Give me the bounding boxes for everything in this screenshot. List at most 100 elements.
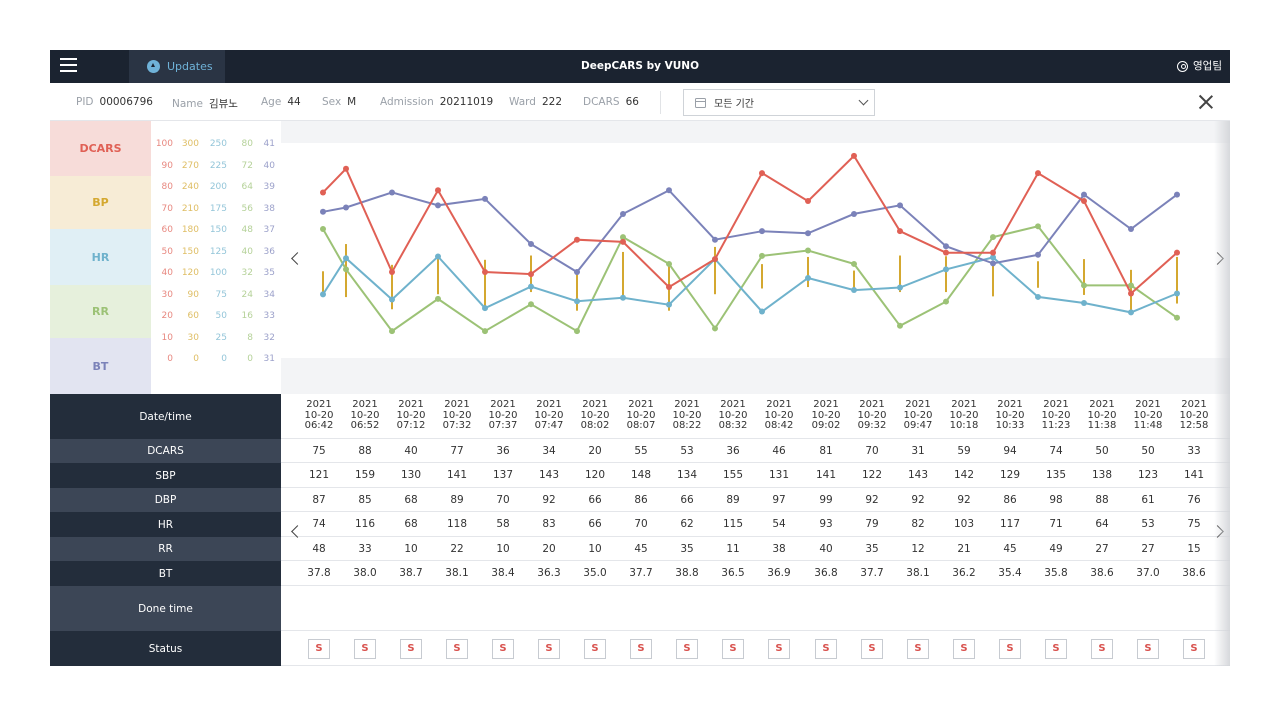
dcars-data-point[interactable] [712, 256, 718, 263]
bt-data-point[interactable] [435, 202, 441, 209]
hr-data-point[interactable] [990, 254, 996, 261]
rr-data-point[interactable] [805, 247, 811, 254]
dcars-data-point[interactable] [1081, 198, 1087, 205]
dcars-data-point[interactable] [897, 228, 903, 235]
hr-data-point[interactable] [620, 294, 626, 301]
status-badge[interactable]: S [308, 639, 330, 659]
dcars-data-point[interactable] [990, 249, 996, 256]
status-badge[interactable]: S [538, 639, 560, 659]
dcars-data-point[interactable] [528, 271, 534, 278]
hr-data-point[interactable] [1174, 290, 1180, 297]
rr-data-point[interactable] [1174, 314, 1180, 321]
bt-data-point[interactable] [620, 210, 626, 217]
bt-data-point[interactable] [897, 202, 903, 209]
rr-data-point[interactable] [1081, 282, 1087, 289]
period-select[interactable]: 모든 기간 [683, 89, 875, 116]
dcars-data-point[interactable] [320, 189, 326, 196]
dcars-data-point[interactable] [851, 152, 857, 159]
hr-data-point[interactable] [1128, 309, 1134, 316]
dcars-data-point[interactable] [805, 198, 811, 205]
hr-data-point[interactable] [805, 275, 811, 282]
status-badge[interactable]: S [492, 639, 514, 659]
rr-data-point[interactable] [435, 295, 441, 302]
hr-data-point[interactable] [1035, 293, 1041, 300]
legend-hr[interactable]: HR [50, 229, 151, 285]
rr-data-point[interactable] [990, 234, 996, 241]
rr-data-point[interactable] [943, 298, 949, 305]
hr-data-point[interactable] [389, 296, 395, 303]
hr-data-point[interactable] [482, 305, 488, 312]
dcars-data-point[interactable] [343, 165, 349, 172]
hr-data-point[interactable] [897, 284, 903, 291]
status-badge[interactable]: S [861, 639, 883, 659]
rr-data-point[interactable] [712, 325, 718, 332]
hr-data-point[interactable] [343, 255, 349, 262]
table-prev-arrow-icon[interactable] [290, 525, 302, 537]
status-badge[interactable]: S [953, 639, 975, 659]
bt-data-point[interactable] [320, 208, 326, 215]
bt-data-point[interactable] [805, 230, 811, 237]
status-badge[interactable]: S [768, 639, 790, 659]
dcars-data-point[interactable] [620, 238, 626, 245]
rr-data-point[interactable] [528, 301, 534, 308]
rr-data-point[interactable] [482, 328, 488, 335]
legend-dcars[interactable]: DCARS [50, 121, 151, 176]
hr-data-point[interactable] [1081, 299, 1087, 306]
legend-bp[interactable]: BP [50, 176, 151, 229]
bt-data-point[interactable] [712, 236, 718, 243]
dcars-data-point[interactable] [943, 249, 949, 256]
hr-data-point[interactable] [574, 298, 580, 305]
dcars-data-point[interactable] [759, 170, 765, 177]
status-badge[interactable]: S [630, 639, 652, 659]
user-menu[interactable]: 영업팀 [1177, 50, 1222, 83]
bt-data-point[interactable] [851, 210, 857, 217]
dcars-data-point[interactable] [435, 187, 441, 194]
bt-data-point[interactable] [1128, 226, 1134, 232]
status-badge[interactable]: S [1045, 639, 1067, 659]
rr-data-point[interactable] [759, 252, 765, 259]
hr-data-point[interactable] [759, 308, 765, 315]
hamburger-menu-icon[interactable] [60, 58, 77, 73]
rr-data-point[interactable] [320, 226, 326, 232]
status-badge[interactable]: S [446, 639, 468, 659]
status-badge[interactable]: S [815, 639, 837, 659]
rr-data-point[interactable] [343, 266, 349, 273]
bt-data-point[interactable] [759, 228, 765, 235]
status-badge[interactable]: S [722, 639, 744, 659]
bt-data-point[interactable] [1035, 251, 1041, 258]
bt-data-point[interactable] [574, 269, 580, 275]
rr-data-point[interactable] [897, 322, 903, 329]
status-badge[interactable]: S [907, 639, 929, 659]
bt-data-point[interactable] [1081, 191, 1087, 198]
status-badge[interactable]: S [676, 639, 698, 659]
status-badge[interactable]: S [584, 639, 606, 659]
rr-data-point[interactable] [620, 234, 626, 241]
status-badge[interactable]: S [999, 639, 1021, 659]
dcars-data-point[interactable] [1128, 290, 1134, 297]
rr-data-point[interactable] [1035, 223, 1041, 230]
updates-tab[interactable]: Updates [129, 50, 225, 83]
legend-bt[interactable]: BT [50, 338, 151, 394]
bt-data-point[interactable] [482, 195, 488, 202]
rr-data-point[interactable] [851, 260, 857, 267]
status-badge[interactable]: S [1091, 639, 1113, 659]
bt-data-point[interactable] [990, 260, 996, 267]
chart-prev-arrow-icon[interactable] [290, 252, 302, 264]
rr-data-point[interactable] [666, 260, 672, 267]
bt-data-point[interactable] [943, 243, 949, 250]
dcars-data-point[interactable] [482, 269, 488, 275]
close-icon[interactable] [1198, 94, 1214, 110]
bt-data-point[interactable] [343, 204, 349, 211]
hr-data-point[interactable] [435, 253, 441, 260]
bt-data-point[interactable] [389, 189, 395, 196]
dcars-data-point[interactable] [1035, 170, 1041, 177]
hr-data-point[interactable] [320, 291, 326, 298]
bt-data-point[interactable] [1174, 191, 1180, 198]
status-badge[interactable]: S [400, 639, 422, 659]
status-badge[interactable]: S [1183, 639, 1205, 659]
bt-data-point[interactable] [528, 241, 534, 248]
dcars-data-point[interactable] [389, 269, 395, 275]
dcars-data-point[interactable] [574, 236, 580, 243]
bt-data-point[interactable] [666, 187, 672, 194]
rr-data-point[interactable] [1128, 282, 1134, 289]
